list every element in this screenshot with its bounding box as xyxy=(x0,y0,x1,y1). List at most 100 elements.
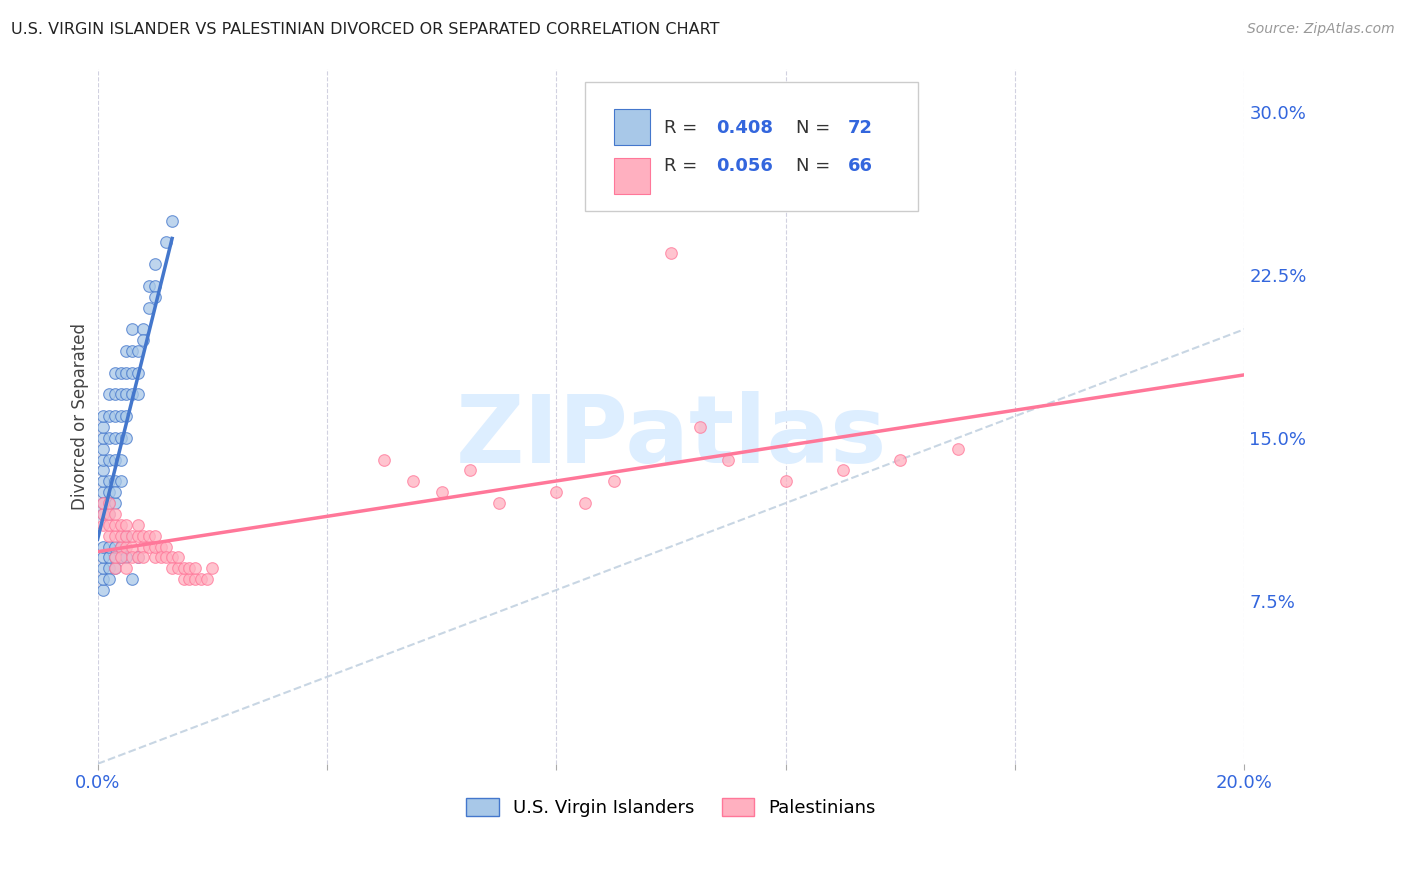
Point xyxy=(91,496,114,510)
Point xyxy=(149,550,172,565)
Point xyxy=(488,496,510,510)
Point xyxy=(143,529,166,543)
Point xyxy=(91,540,114,554)
Text: R =: R = xyxy=(664,119,703,136)
Point xyxy=(127,517,149,532)
Text: 0.056: 0.056 xyxy=(716,157,772,175)
Point xyxy=(127,550,149,565)
Point xyxy=(104,561,127,575)
Point xyxy=(104,517,127,532)
Point xyxy=(98,387,121,401)
Point xyxy=(104,496,127,510)
Point xyxy=(115,431,138,445)
Point xyxy=(127,529,149,543)
Y-axis label: Divorced or Separated: Divorced or Separated xyxy=(72,323,89,509)
Point xyxy=(602,475,624,489)
Point xyxy=(98,496,121,510)
Point xyxy=(115,550,138,565)
Point xyxy=(104,366,127,380)
Point xyxy=(110,431,132,445)
Point xyxy=(155,550,177,565)
Point xyxy=(115,366,138,380)
Point xyxy=(143,278,166,293)
Point xyxy=(121,529,143,543)
Point xyxy=(132,529,155,543)
Point xyxy=(143,257,166,271)
Point xyxy=(91,507,114,521)
Point xyxy=(127,550,149,565)
Point xyxy=(110,550,132,565)
Text: 72: 72 xyxy=(848,119,873,136)
Point xyxy=(91,485,114,500)
Point xyxy=(121,572,143,586)
Text: R =: R = xyxy=(664,157,703,175)
Point xyxy=(91,572,114,586)
Point xyxy=(889,452,911,467)
Point xyxy=(110,550,132,565)
Point xyxy=(115,387,138,401)
Point xyxy=(132,550,155,565)
Point xyxy=(104,540,127,554)
Point xyxy=(98,529,121,543)
Point xyxy=(104,550,127,565)
Point xyxy=(91,431,114,445)
Point xyxy=(91,561,114,575)
Point xyxy=(104,475,127,489)
Point xyxy=(127,387,149,401)
FancyBboxPatch shape xyxy=(613,158,651,194)
Point xyxy=(110,475,132,489)
Text: N =: N = xyxy=(796,157,837,175)
Point xyxy=(160,213,183,227)
Point xyxy=(402,475,425,489)
Point xyxy=(98,550,121,565)
Point xyxy=(184,572,207,586)
Point xyxy=(115,517,138,532)
Point xyxy=(373,452,395,467)
Point xyxy=(104,561,127,575)
Point xyxy=(155,540,177,554)
Point xyxy=(91,409,114,424)
Point xyxy=(115,529,138,543)
Point xyxy=(574,496,596,510)
Point xyxy=(546,485,568,500)
Point xyxy=(115,343,138,358)
Text: N =: N = xyxy=(796,119,837,136)
Point xyxy=(98,561,121,575)
Point xyxy=(98,475,121,489)
Point xyxy=(132,333,155,347)
Point xyxy=(832,463,855,477)
Point xyxy=(98,485,121,500)
Point xyxy=(110,529,132,543)
Point xyxy=(121,322,143,336)
Point xyxy=(91,517,114,532)
Point xyxy=(91,550,114,565)
Point xyxy=(110,540,132,554)
Point xyxy=(110,387,132,401)
Point xyxy=(98,409,121,424)
Point xyxy=(173,572,195,586)
Point xyxy=(173,561,195,575)
Point xyxy=(110,517,132,532)
Point xyxy=(98,572,121,586)
Point xyxy=(115,529,138,543)
Point xyxy=(195,572,218,586)
Point xyxy=(689,420,711,434)
Point xyxy=(110,540,132,554)
Point xyxy=(98,517,121,532)
Point xyxy=(91,420,114,434)
Point xyxy=(98,540,121,554)
Point xyxy=(138,278,160,293)
Text: U.S. VIRGIN ISLANDER VS PALESTINIAN DIVORCED OR SEPARATED CORRELATION CHART: U.S. VIRGIN ISLANDER VS PALESTINIAN DIVO… xyxy=(11,22,720,37)
Text: 66: 66 xyxy=(848,157,873,175)
Point xyxy=(91,452,114,467)
Point xyxy=(659,246,682,260)
Point xyxy=(104,452,127,467)
Point xyxy=(91,475,114,489)
Point xyxy=(138,529,160,543)
Point xyxy=(110,452,132,467)
Point xyxy=(127,343,149,358)
Point xyxy=(160,561,183,575)
Point xyxy=(115,540,138,554)
Point xyxy=(104,409,127,424)
Point xyxy=(110,366,132,380)
